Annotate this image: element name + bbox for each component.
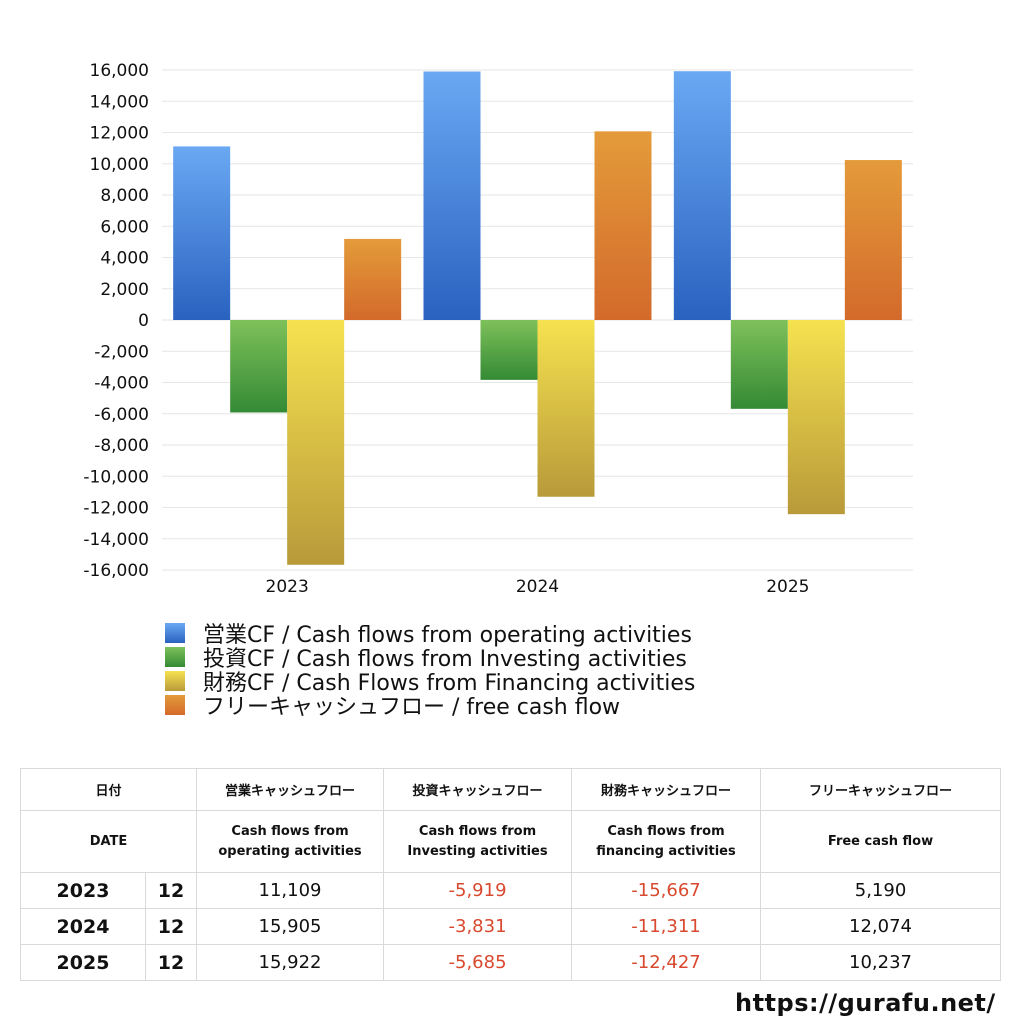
x-tick-label: 2024 [516, 577, 559, 597]
row-financing: -15,667 [571, 872, 762, 909]
legend-swatch-free [165, 695, 185, 715]
y-tick-label: -4,000 [94, 374, 149, 394]
header-free-en: Free cash flow [760, 810, 1002, 873]
y-tick-label: 12,000 [90, 124, 149, 144]
bar-2023-series-3 [344, 238, 402, 320]
y-tick-label: -14,000 [83, 530, 149, 550]
legend-label-free: フリーキャッシュフロー / free cash flow [203, 695, 621, 720]
table-row: 2025 12 15,922 -5,685 -12,427 10,237 [20, 944, 1002, 981]
y-tick-label: -8,000 [94, 436, 149, 456]
bar-2024-series-0 [423, 71, 481, 320]
table-row: 2023 12 11,109 -5,919 -15,667 5,190 [20, 872, 1002, 909]
row-month: 12 [144, 944, 198, 981]
bar-2024-series-2 [537, 320, 595, 497]
row-investing: -5,685 [383, 944, 573, 981]
legend-item-financing: 財務CF / Cash Flows from Financing activit… [165, 669, 695, 696]
row-financing: -12,427 [571, 944, 762, 981]
row-year: 2025 [20, 944, 146, 981]
row-month: 12 [144, 872, 198, 909]
header-date-en: DATE [19, 810, 198, 873]
x-axis-tick-labels: 2023 2024 2025 [266, 577, 810, 597]
y-tick-label: 8,000 [100, 186, 149, 206]
y-tick-label: 14,000 [90, 92, 149, 112]
legend-swatch-investing [165, 647, 185, 667]
y-tick-label: 4,000 [100, 249, 149, 269]
row-free: 12,074 [760, 908, 1002, 945]
row-year: 2024 [20, 908, 146, 945]
row-free: 10,237 [760, 944, 1002, 981]
y-tick-label: 16,000 [90, 61, 149, 81]
row-investing: -3,831 [383, 908, 573, 945]
cash-flow-table: 日付 営業キャッシュフロー 投資キャッシュフロー 財務キャッシュフロー フリーキ… [19, 768, 1002, 981]
y-tick-label: -12,000 [83, 499, 149, 519]
x-tick-label: 2023 [266, 577, 309, 597]
chart-legend: 営業CF / Cash flows from operating activit… [165, 621, 695, 720]
bars [173, 71, 902, 565]
bar-2023-series-2 [287, 320, 345, 565]
x-tick-label: 2025 [766, 577, 809, 597]
y-tick-label: -16,000 [83, 561, 149, 581]
legend-item-investing: 投資CF / Cash flows from Investing activit… [165, 645, 695, 672]
header-investing-en: Cash flows from Investing activities [383, 810, 573, 873]
y-tick-label: 10,000 [90, 155, 149, 175]
site-url: https://gurafu.net/ [735, 989, 996, 1017]
legend-swatch-financing [165, 671, 185, 691]
table-header-en: DATE Cash flows from operating activitie… [19, 810, 1002, 873]
row-month: 12 [144, 908, 198, 945]
table-header-jp: 日付 営業キャッシュフロー 投資キャッシュフロー 財務キャッシュフロー フリーキ… [19, 768, 1002, 811]
y-tick-label: -2,000 [94, 342, 149, 362]
row-operating: 15,905 [196, 908, 385, 945]
bar-2025-series-0 [673, 71, 731, 320]
table-row: 2024 12 15,905 -3,831 -11,311 12,074 [20, 908, 1002, 945]
y-tick-label: 6,000 [100, 217, 149, 237]
bar-2023-series-0 [173, 146, 231, 320]
header-financing-en: Cash flows from financing activities [571, 810, 762, 873]
header-investing-jp: 投資キャッシュフロー [383, 768, 573, 811]
legend-label-financing: 財務CF / Cash Flows from Financing activit… [203, 671, 696, 696]
row-operating: 11,109 [196, 872, 385, 909]
row-investing: -5,919 [383, 872, 573, 909]
legend-item-operating: 営業CF / Cash flows from operating activit… [165, 621, 695, 648]
header-operating-jp: 営業キャッシュフロー [196, 768, 385, 811]
bar-2025-series-3 [844, 160, 902, 320]
row-free: 5,190 [760, 872, 1002, 909]
bar-2023-series-1 [230, 320, 288, 413]
row-year: 2023 [20, 872, 146, 909]
legend-swatch-operating [165, 623, 185, 643]
y-tick-label: -6,000 [94, 405, 149, 425]
y-tick-label: -10,000 [83, 467, 149, 487]
y-axis-tick-labels: 16,000 14,000 12,000 10,000 8,000 6,000 4,000 2… [83, 61, 149, 581]
header-financing-jp: 財務キャッシュフロー [571, 768, 762, 811]
y-tick-label: 2,000 [100, 280, 149, 300]
cash-flow-bar-chart: 16,000 14,000 12,000 10,000 8,000 6,000 4,000 2… [83, 61, 913, 597]
legend-item-free: フリーキャッシュフロー / free cash flow [165, 693, 695, 720]
y-tick-label: 0 [138, 311, 149, 331]
header-date-jp: 日付 [19, 768, 198, 811]
row-financing: -11,311 [571, 908, 762, 945]
header-free-jp: フリーキャッシュフロー [760, 768, 1002, 811]
bar-2024-series-1 [480, 320, 538, 380]
legend-label-investing: 投資CF / Cash flows from Investing activit… [203, 647, 687, 672]
bar-2025-series-1 [730, 320, 788, 409]
bar-2024-series-3 [594, 131, 652, 320]
header-operating-en: Cash flows from operating activities [196, 810, 385, 873]
legend-label-operating: 営業CF / Cash flows from operating activit… [203, 623, 692, 648]
bar-2025-series-2 [787, 320, 845, 515]
row-operating: 15,922 [196, 944, 385, 981]
